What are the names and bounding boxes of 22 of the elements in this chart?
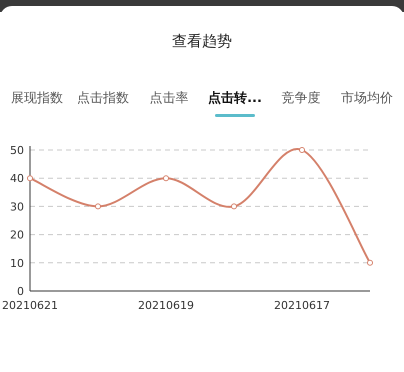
- x-tick-label: 20210619: [138, 299, 194, 312]
- y-tick-label: 10: [10, 256, 24, 270]
- point: [163, 175, 169, 182]
- point: [299, 147, 305, 153]
- point: [231, 203, 237, 210]
- text: 竞争度: [282, 90, 320, 106]
- text: 点击率: [150, 90, 188, 106]
- y-tick-label: 20: [10, 228, 24, 242]
- y-tick-label: 30: [10, 200, 24, 214]
- text: 展现指数: [11, 91, 63, 106]
- text: 市场均价: [341, 91, 393, 106]
- text: 点击指数: [77, 91, 129, 106]
- text: 点击转...: [208, 90, 262, 106]
- x-tick-label: 20210617: [274, 299, 330, 312]
- y-tick-label: 40: [10, 172, 24, 186]
- point: [367, 260, 373, 266]
- point: [95, 203, 101, 210]
- point: [27, 175, 33, 182]
- chart-title: 查看趋势: [172, 32, 232, 50]
- y-tick-label: 50: [10, 144, 24, 157]
- y-tick-label: 0: [17, 285, 24, 298]
- x-tick-label: 20210621: [2, 299, 58, 312]
